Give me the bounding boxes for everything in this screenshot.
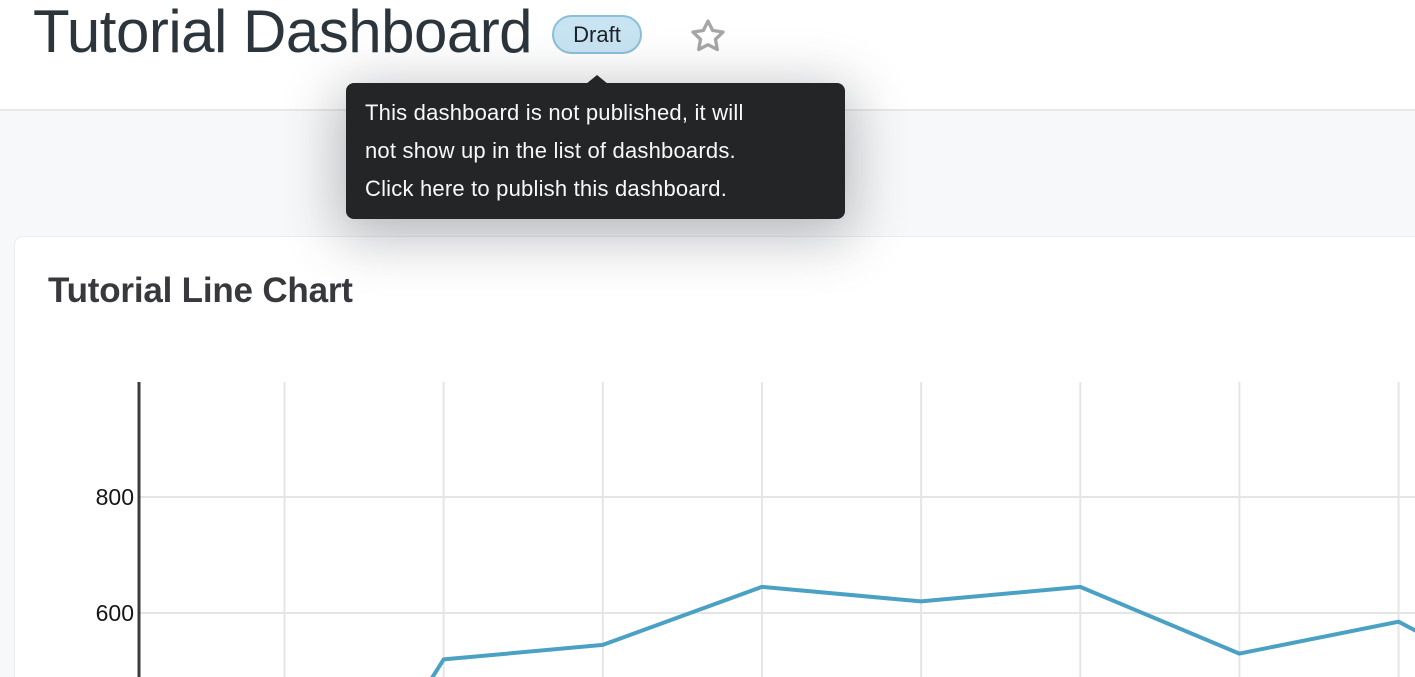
line-chart[interactable]: 800600400 — [15, 237, 1415, 677]
line-chart-canvas[interactable] — [15, 237, 1415, 677]
draft-badge[interactable]: Draft — [552, 15, 642, 54]
y-axis-tick-label: 600 — [95, 600, 134, 626]
tooltip-arrow — [586, 75, 608, 84]
y-axis-tick-label: 800 — [95, 484, 134, 510]
tooltip-text-line: Click here to publish this dashboard. — [365, 176, 728, 201]
series-line[interactable] — [285, 584, 1415, 677]
tooltip-text-line: not show up in the list of dashboards. — [365, 138, 736, 163]
chart-card: Tutorial Line Chart 800600400 — [14, 236, 1415, 677]
draft-badge-label: Draft — [573, 21, 621, 47]
favorite-star-icon[interactable] — [688, 16, 728, 56]
publish-tooltip: This dashboard is not published, it will… — [346, 83, 845, 219]
tooltip-text-line: This dashboard is not published, it will — [365, 100, 744, 125]
dashboard-title[interactable]: Tutorial Dashboard — [33, 0, 533, 65]
chart-card-title[interactable]: Tutorial Line Chart — [48, 271, 353, 310]
dashboard-body: Tutorial Line Chart 800600400 — [0, 113, 1415, 677]
